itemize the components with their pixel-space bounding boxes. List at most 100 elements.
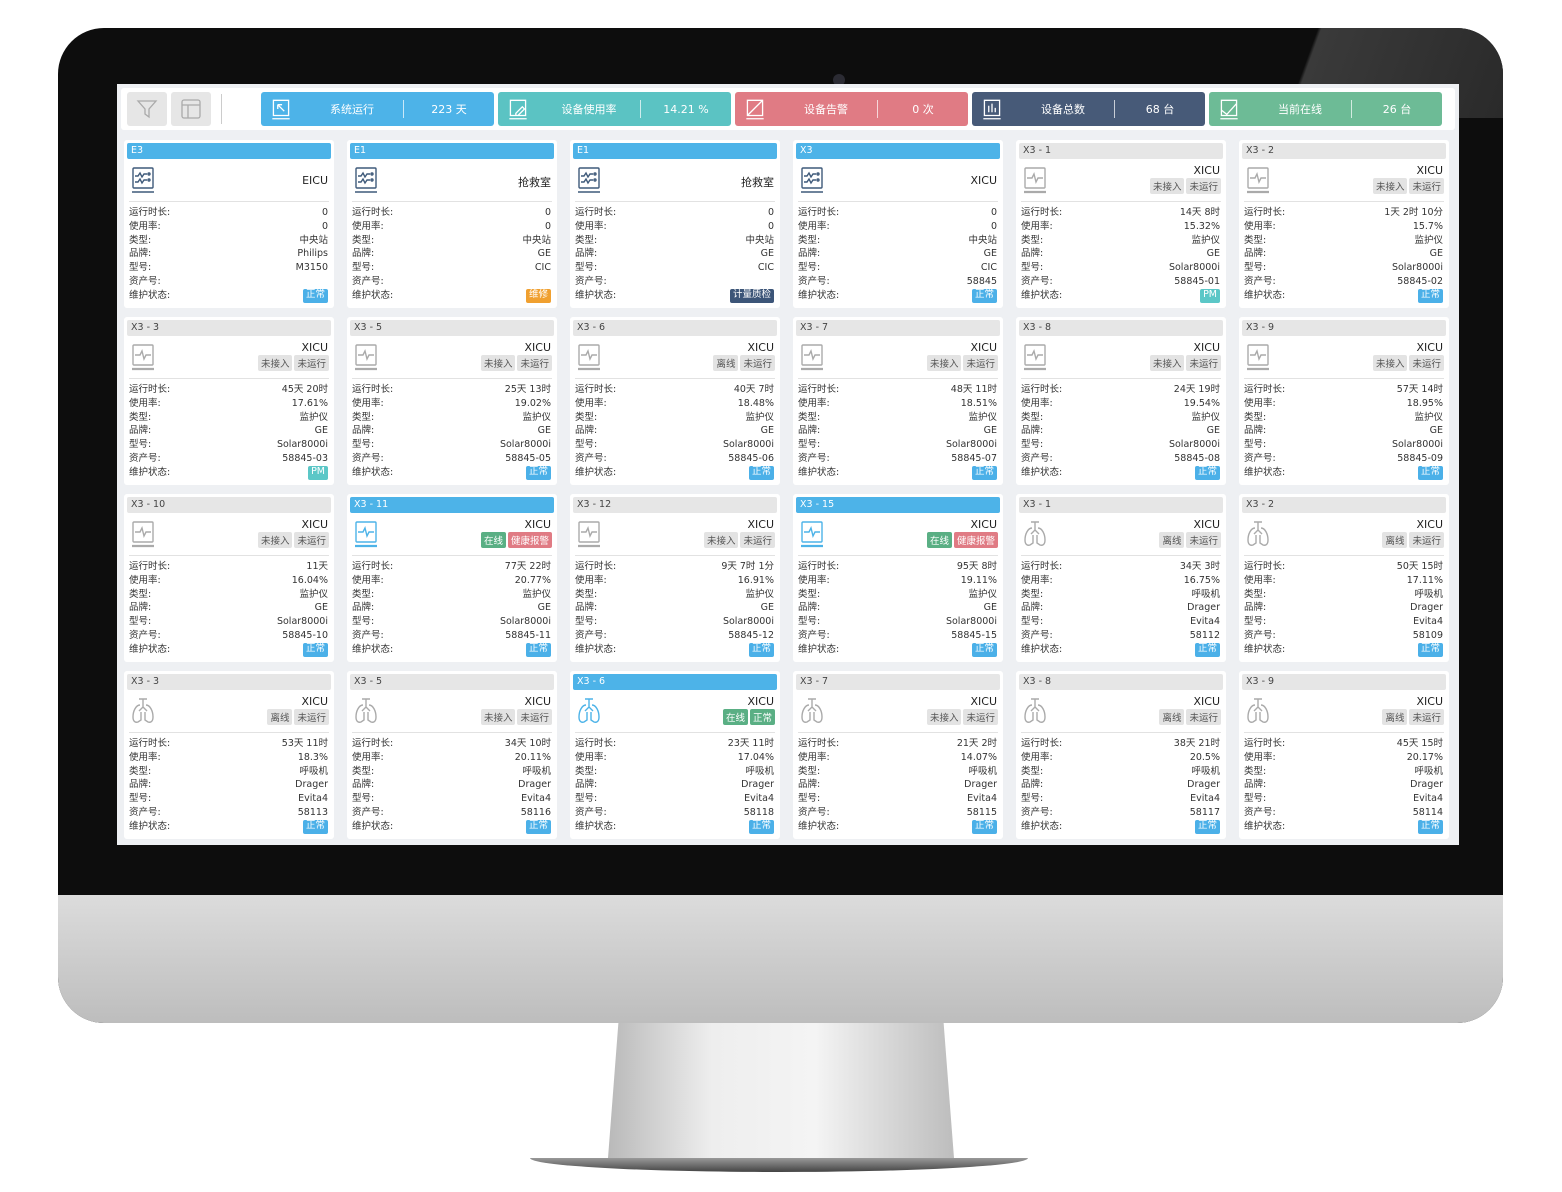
device-tag: 未接入 bbox=[257, 532, 293, 548]
device-tags: 未接入 未运行 bbox=[1149, 178, 1221, 194]
field-label: 维护状态: bbox=[352, 643, 394, 655]
device-card[interactable]: E1 抢救室 运行时长: 0 使用率: 0 类型: 中央站 品牌: GE 型号: CIC 资产号: 维… bbox=[347, 140, 557, 308]
maintenance-status-badge: 正常 bbox=[525, 465, 551, 480]
field-row: 维护状态: 正常 bbox=[1244, 642, 1443, 657]
field-value: 呼吸机 bbox=[1191, 588, 1220, 600]
device-tag: 在线 bbox=[926, 532, 952, 548]
field-label: 资产号: bbox=[352, 806, 384, 818]
edit-screen-icon bbox=[509, 99, 527, 120]
card-divider bbox=[352, 732, 552, 733]
field-label: 品牌: bbox=[1021, 248, 1044, 260]
device-card[interactable]: X3 - 9 XICU 未接入 未运行 运行时长: 57天 14时 使用率: 18.95… bbox=[1239, 317, 1449, 485]
stat-1[interactable]: 设备使用率 14.21 % bbox=[498, 92, 731, 126]
device-location: XICU bbox=[1416, 695, 1443, 708]
field-value: GE bbox=[983, 248, 997, 260]
field-label: 资产号: bbox=[1244, 452, 1276, 464]
ventilator-icon bbox=[1247, 698, 1269, 723]
field-row: 使用率: 20.17% bbox=[1244, 751, 1443, 765]
field-row: 类型: 监护仪 bbox=[129, 588, 328, 602]
field-label: 维护状态: bbox=[575, 643, 617, 655]
field-label: 运行时长: bbox=[1244, 384, 1286, 395]
field-row: 品牌: GE bbox=[575, 424, 774, 438]
device-card[interactable]: X3 - 6 XICU 离线 未运行 运行时长: 40天 7时 使用率: 18.48% 类… bbox=[570, 317, 780, 485]
field-row: 型号: CIC bbox=[352, 261, 551, 275]
device-card[interactable]: X3 - 1 XICU 离线 未运行 运行时长: 34天 3时 使用率: 16.75% 类… bbox=[1016, 494, 1226, 662]
device-card[interactable]: X3 - 5 XICU 未接入 未运行 运行时长: 34天 10时 使用率: 20.11… bbox=[347, 671, 557, 839]
card-title: X3 - 5 bbox=[350, 320, 554, 336]
field-row: 型号: Evita4 bbox=[1244, 615, 1443, 629]
field-row: 品牌: GE bbox=[352, 424, 551, 438]
stat-0[interactable]: 系统运行 223 天 bbox=[261, 92, 494, 126]
device-card[interactable]: X3 XICU 运行时长: 0 使用率: 0 类型: 中央站 品牌: GE 型号: CIC 资产号:… bbox=[793, 140, 1003, 308]
field-value: 34天 3时 bbox=[1179, 561, 1220, 572]
field-value: 0 bbox=[321, 207, 328, 218]
device-card[interactable]: X3 - 7 XICU 未接入 未运行 运行时长: 21天 2时 使用率: 14.07%… bbox=[793, 671, 1003, 839]
field-row: 资产号: bbox=[575, 275, 774, 289]
device-card[interactable]: X3 - 1 XICU 未接入 未运行 运行时长: 14天 8时 使用率: 15.32%… bbox=[1016, 140, 1226, 308]
field-value: 监护仪 bbox=[299, 588, 328, 600]
device-card[interactable]: X3 - 15 XICU 在线 健康报警 运行时长: 95天 8时 使用率: 19.11… bbox=[793, 494, 1003, 662]
field-row: 类型: 中央站 bbox=[129, 234, 328, 248]
field-row: 型号: Solar8000i bbox=[352, 615, 551, 629]
field-value: 58845-11 bbox=[505, 629, 551, 641]
field-label: 类型: bbox=[352, 234, 375, 246]
device-card[interactable]: X3 - 3 XICU 未接入 未运行 运行时长: 45天 20时 使用率: 17.61… bbox=[124, 317, 334, 485]
field-row: 品牌: GE bbox=[352, 247, 551, 261]
device-tags: 离线 未运行 bbox=[1382, 709, 1444, 725]
field-label: 资产号: bbox=[129, 806, 161, 818]
device-card[interactable]: X3 - 5 XICU 未接入 未运行 运行时长: 25天 13时 使用率: 19.02… bbox=[347, 317, 557, 485]
device-card[interactable]: X3 - 2 XICU 离线 未运行 运行时长: 50天 15时 使用率: 17.11%… bbox=[1239, 494, 1449, 662]
field-value: 20.5% bbox=[1189, 751, 1220, 763]
filter-button[interactable] bbox=[127, 92, 167, 126]
device-card[interactable]: X3 - 11 XICU 在线 健康报警 运行时长: 77天 22时 使用率: 20.7… bbox=[347, 494, 557, 662]
field-label: 维护状态: bbox=[129, 289, 171, 301]
stat-3[interactable]: 设备总数 68 台 bbox=[972, 92, 1205, 126]
device-card[interactable]: E3 EICU 运行时长: 0 使用率: 0 类型: 中央站 品牌: Philips 型号: M3… bbox=[124, 140, 334, 308]
device-location: XICU bbox=[1193, 518, 1220, 531]
maintenance-status-badge: 正常 bbox=[748, 819, 774, 834]
stat-2[interactable]: 设备告警 0 次 bbox=[735, 92, 968, 126]
field-value: GE bbox=[537, 425, 551, 437]
stat-value: 0 次 bbox=[912, 103, 934, 116]
field-row: 维护状态: 正常 bbox=[1021, 642, 1220, 657]
field-value: Evita4 bbox=[1190, 793, 1220, 805]
field-row: 品牌: Drager bbox=[352, 778, 551, 792]
field-label: 型号: bbox=[1244, 793, 1267, 805]
maintenance-status-badge: PM bbox=[308, 465, 328, 480]
field-label: 品牌: bbox=[575, 779, 598, 791]
layout-button[interactable] bbox=[171, 92, 211, 126]
field-label: 运行时长: bbox=[1021, 207, 1063, 218]
field-row: 类型: 监护仪 bbox=[798, 588, 997, 602]
field-value: Solar8000i bbox=[1391, 439, 1443, 451]
field-value: 呼吸机 bbox=[522, 765, 551, 777]
field-row: 品牌: GE bbox=[129, 424, 328, 438]
device-card[interactable]: X3 - 2 XICU 未接入 未运行 运行时长: 1天 2时 10分 使用率: 15.… bbox=[1239, 140, 1449, 308]
stat-4[interactable]: 当前在线 26 台 bbox=[1209, 92, 1442, 126]
device-card[interactable]: X3 - 7 XICU 未接入 未运行 运行时长: 48天 11时 使用率: 18.51… bbox=[793, 317, 1003, 485]
device-card[interactable]: X3 - 10 XICU 未接入 未运行 运行时长: 11天 使用率: 16.04% 类型… bbox=[124, 494, 334, 662]
device-card[interactable]: X3 - 8 XICU 未接入 未运行 运行时长: 24天 19时 使用率: 19.54… bbox=[1016, 317, 1226, 485]
field-label: 运行时长: bbox=[798, 384, 840, 395]
field-row: 资产号: 58845-06 bbox=[575, 452, 774, 466]
maintenance-status-badge: 正常 bbox=[748, 642, 774, 657]
central-station-icon bbox=[355, 167, 377, 193]
device-card[interactable]: X3 - 3 XICU 离线 未运行 运行时长: 53天 11时 使用率: 18.3% 类… bbox=[124, 671, 334, 839]
device-card[interactable]: X3 - 12 XICU 未接入 未运行 运行时长: 9天 7时 1分 使用率: 16.… bbox=[570, 494, 780, 662]
device-card[interactable]: E1 抢救室 运行时长: 0 使用率: 0 类型: 中央站 品牌: GE 型号: CIC 资产号: 维… bbox=[570, 140, 780, 308]
maintenance-status-badge: 正常 bbox=[971, 819, 997, 834]
field-value: CIC bbox=[534, 262, 551, 274]
field-label: 使用率: bbox=[575, 574, 607, 586]
field-label: 品牌: bbox=[798, 248, 821, 260]
field-label: 类型: bbox=[1244, 588, 1267, 600]
field-row: 资产号: 58113 bbox=[129, 806, 328, 820]
field-label: 运行时长: bbox=[798, 207, 840, 218]
field-row: 类型: 监护仪 bbox=[1244, 234, 1443, 248]
field-label: 使用率: bbox=[1021, 397, 1053, 409]
maintenance-status-badge: 正常 bbox=[1417, 819, 1443, 834]
field-row: 品牌: GE bbox=[575, 601, 774, 615]
device-card[interactable]: X3 - 8 XICU 离线 未运行 运行时长: 38天 21时 使用率: 20.5% 类… bbox=[1016, 671, 1226, 839]
device-tags: 未接入 未运行 bbox=[257, 355, 329, 371]
ventilator-icon bbox=[132, 698, 154, 723]
device-card[interactable]: X3 - 6 XICU 在线 正常 运行时长: 23天 11时 使用率: 17.04% 类… bbox=[570, 671, 780, 839]
device-card[interactable]: X3 - 9 XICU 离线 未运行 运行时长: 45天 15时 使用率: 20.17%… bbox=[1239, 671, 1449, 839]
